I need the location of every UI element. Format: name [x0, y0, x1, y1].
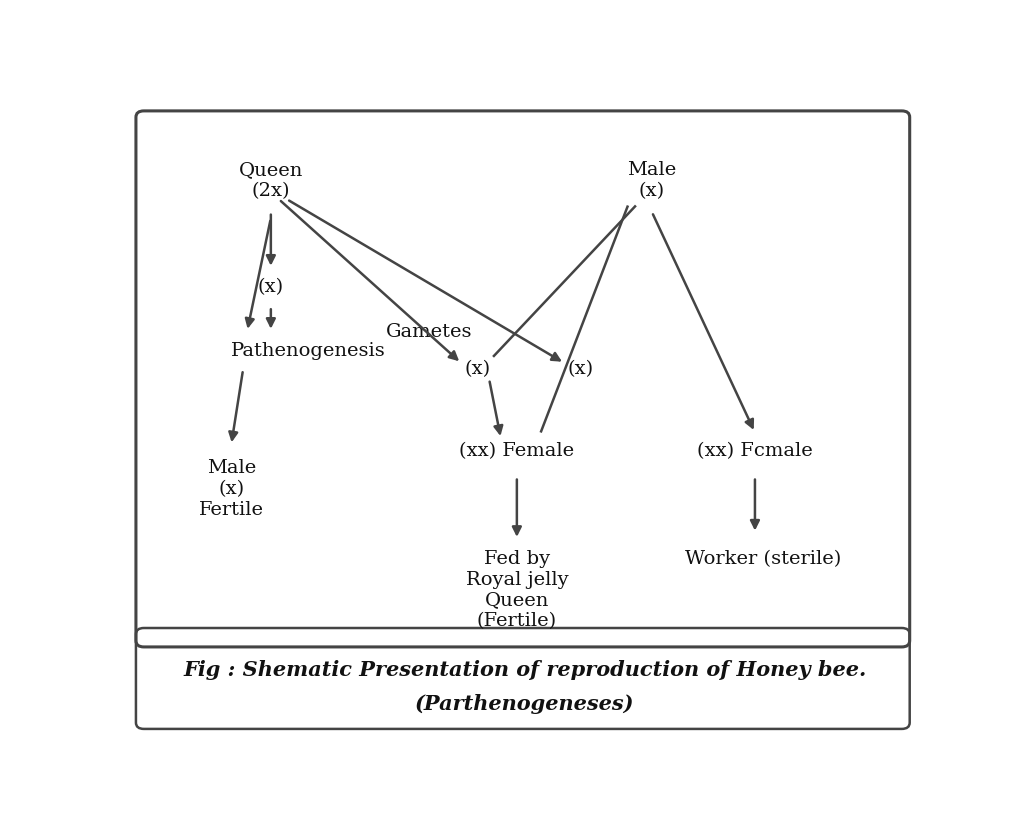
Text: (Parthenogeneses): (Parthenogeneses) [415, 694, 635, 713]
Text: Male
(x)
Fertile: Male (x) Fertile [199, 459, 263, 519]
Text: (xx) Female: (xx) Female [460, 442, 574, 460]
Text: (xx) Fcmale: (xx) Fcmale [697, 442, 813, 460]
Text: Gametes: Gametes [386, 323, 473, 341]
Text: (x): (x) [258, 278, 284, 296]
Text: Fig : Shematic Presentation of reproduction of Honey bee.: Fig : Shematic Presentation of reproduct… [183, 660, 866, 681]
Text: Pathenogenesis: Pathenogenesis [231, 342, 386, 360]
Text: Fed by
Royal jelly
Queen
(Fertile): Fed by Royal jelly Queen (Fertile) [466, 550, 568, 631]
Text: Queen
(2x): Queen (2x) [239, 161, 303, 200]
Text: Male
(x): Male (x) [627, 161, 677, 200]
Text: (x): (x) [567, 360, 594, 378]
Text: Worker (sterile): Worker (sterile) [685, 550, 841, 568]
Text: (x): (x) [464, 360, 490, 378]
